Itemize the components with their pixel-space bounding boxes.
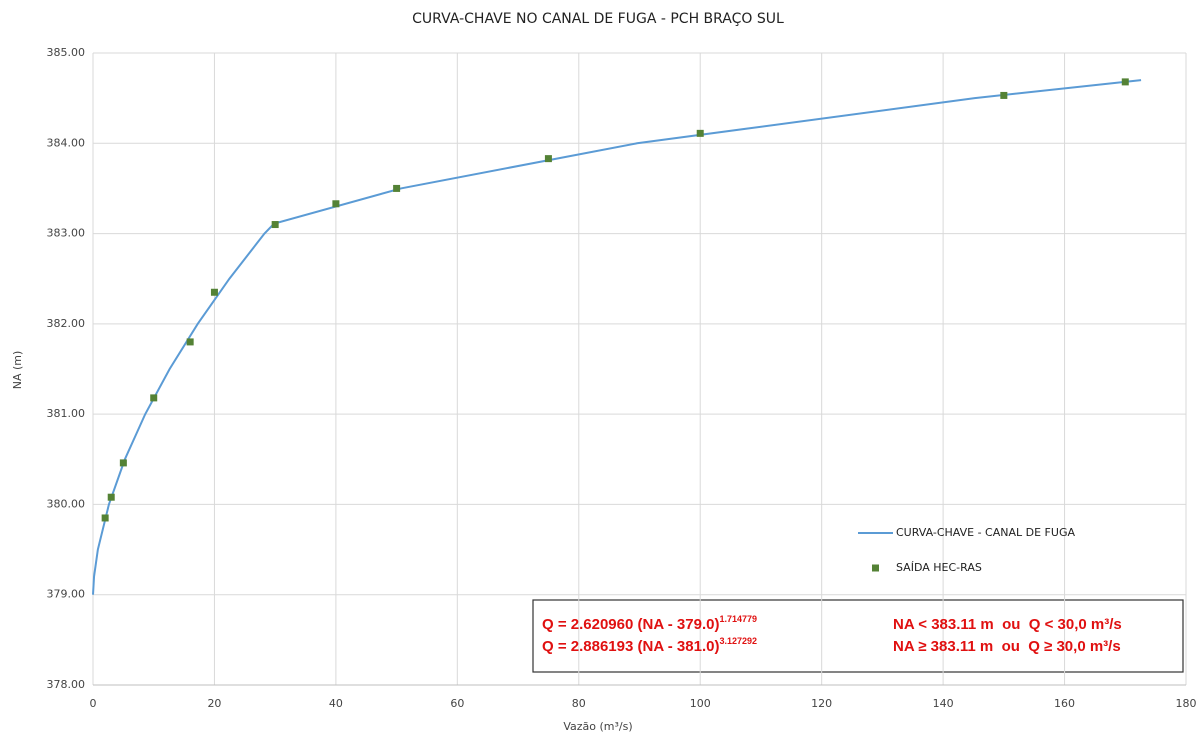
point <box>696 129 704 137</box>
y-tick-label: 380.00 <box>47 497 86 510</box>
x-tick-label: 60 <box>450 697 464 710</box>
x-tick-label: 40 <box>329 697 343 710</box>
point <box>107 493 115 501</box>
y-tick-label: 378.00 <box>47 678 86 691</box>
condition: NA ≥ 383.11 m ou Q ≥ 30,0 m³/s <box>893 638 1121 655</box>
chart-title: CURVA-CHAVE NO CANAL DE FUGA - PCH BRAÇO… <box>412 11 784 27</box>
point <box>186 338 194 346</box>
condition: NA < 383.11 m ou Q < 30,0 m³/s <box>893 616 1122 633</box>
x-tick-label: 80 <box>572 697 586 710</box>
equation: Q = 2.886193 (NA - 381.0)3.127292 <box>542 636 757 655</box>
legend-label: CURVA-CHAVE - CANAL DE FUGA <box>896 526 1075 539</box>
equation-exponent: 1.714779 <box>719 614 757 624</box>
equation: Q = 2.620960 (NA - 379.0)1.714779 <box>542 614 757 633</box>
annotation-box <box>532 599 1184 673</box>
y-tick-label: 381.00 <box>47 407 86 420</box>
y-tick-label: 382.00 <box>47 317 86 330</box>
x-tick-label: 120 <box>811 697 832 710</box>
point <box>332 200 340 208</box>
point <box>1000 91 1008 99</box>
y-tick-label: 379.00 <box>47 588 86 601</box>
curve <box>92 79 1142 595</box>
x-tick-label: 0 <box>90 697 97 710</box>
point <box>544 155 552 163</box>
x-tick-label: 180 <box>1176 697 1197 710</box>
y-axis-label: NA (m) <box>11 351 24 390</box>
point <box>271 221 279 229</box>
equation-text: Q = 2.620960 (NA - 379.0) <box>542 616 719 633</box>
x-tick-label: 140 <box>933 697 954 710</box>
point <box>101 514 109 522</box>
x-tick-label: 160 <box>1054 697 1075 710</box>
y-tick-label: 385.00 <box>47 46 86 59</box>
legend-label: SAÍDA HEC-RAS <box>896 561 982 574</box>
x-axis-label: Vazão (m³/s) <box>563 720 632 733</box>
legend-swatch <box>872 564 879 572</box>
point <box>393 184 401 192</box>
equation-text: Q = 2.886193 (NA - 381.0) <box>542 638 719 655</box>
y-tick-label: 383.00 <box>47 227 86 240</box>
y-tick-label: 384.00 <box>47 136 86 149</box>
equation-exponent: 3.127292 <box>719 636 757 646</box>
x-tick-label: 100 <box>690 697 711 710</box>
point <box>1121 78 1129 86</box>
x-tick-label: 20 <box>207 697 221 710</box>
point <box>210 288 218 296</box>
point <box>119 459 127 467</box>
point <box>150 394 158 402</box>
